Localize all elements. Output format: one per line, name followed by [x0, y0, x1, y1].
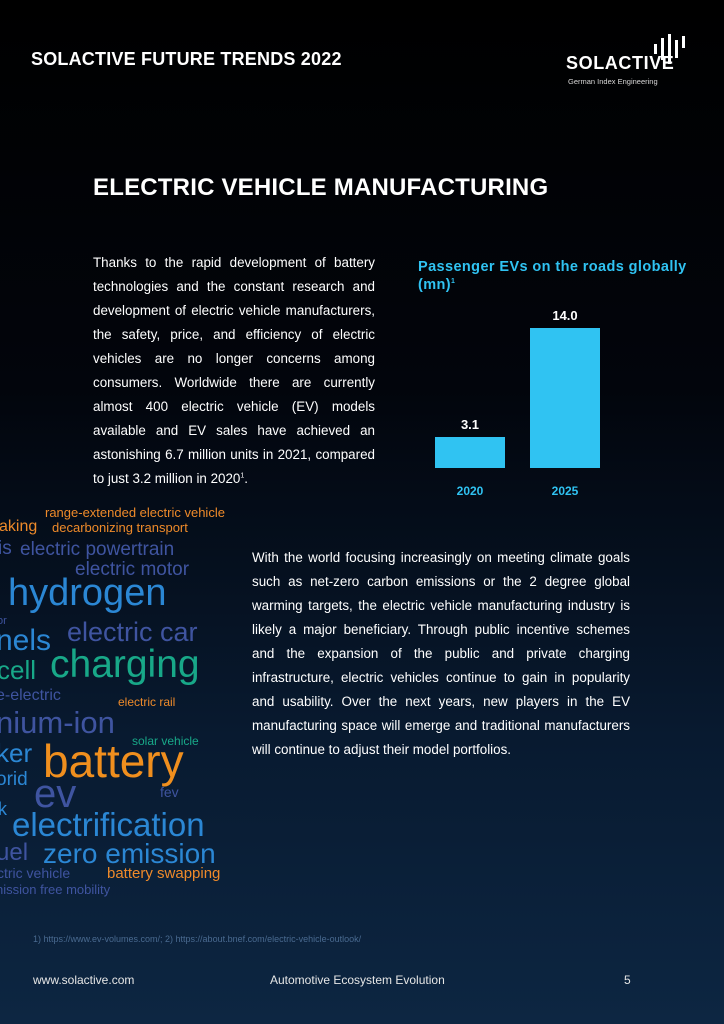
- word-cloud-term: nels: [0, 624, 52, 657]
- bar-2020: [435, 437, 505, 468]
- page-number: 5: [624, 973, 631, 987]
- word-cloud-term: battery swapping: [107, 865, 221, 882]
- word-cloud-term: zero emission: [43, 838, 216, 869]
- outlook-paragraph: With the world focusing increasingly on …: [252, 550, 630, 757]
- word-cloud-term: battery: [43, 735, 184, 787]
- word-cloud-term: range-extended electric vehicle: [45, 505, 225, 520]
- word-cloud-term: charging: [50, 643, 200, 686]
- bar-2025: [530, 328, 600, 468]
- chart-title-footnote-ref: 1: [451, 278, 456, 286]
- word-cloud-term: decarbonizing transport: [52, 520, 188, 535]
- solactive-logo: SOLACTIVE: [566, 53, 675, 73]
- word-cloud-term: is: [0, 538, 12, 559]
- bar-value-label: 3.1: [461, 417, 479, 432]
- word-cloud-term: electrification: [12, 806, 205, 843]
- word-cloud-term: orid: [0, 769, 28, 790]
- solactive-logo-icon: [654, 34, 685, 64]
- word-cloud-term: cell: [0, 655, 37, 685]
- footer-section-title: Automotive Ecosystem Evolution: [270, 973, 445, 987]
- word-cloud-term: uel: [0, 839, 29, 866]
- header-title: SOLACTIVE FUTURE TRENDS 2022: [31, 49, 342, 69]
- x-tick-label: 2025: [552, 484, 579, 498]
- word-cloud-term: nission free mobility: [0, 882, 111, 897]
- footnote-sources: 1) https://www.ev-volumes.com/; 2) https…: [33, 934, 362, 944]
- word-cloud-term: fev: [160, 784, 179, 800]
- word-cloud-term: electric rail: [118, 695, 176, 709]
- word-cloud-term: hydrogen: [8, 572, 167, 614]
- footer-website: www.solactive.com: [33, 973, 135, 987]
- word-cloud-term: ev: [34, 772, 77, 816]
- page-title: ELECTRIC VEHICLE MANUFACTURING: [93, 174, 549, 201]
- footnote-ref: 1: [240, 472, 245, 480]
- word-cloud-term: or: [0, 615, 7, 627]
- intro-paragraph-end: .: [244, 471, 249, 486]
- word-cloud-term: nium-ion: [0, 705, 115, 740]
- word-cloud-term: solar vehicle: [132, 734, 199, 748]
- word-cloud-term: electric motor: [75, 559, 190, 580]
- bar-value-label: 14.0: [552, 308, 577, 323]
- word-cloud-term: electric powertrain: [20, 539, 175, 560]
- chart-title: Passenger EVs on the roads globally (mn)…: [418, 258, 724, 294]
- word-cloud-term: electric car: [67, 617, 198, 647]
- intro-paragraph-text: Thanks to the rapid development of batte…: [93, 255, 375, 486]
- word-cloud-term: ker: [0, 738, 33, 768]
- word-cloud-term: ctric vehicle: [0, 865, 71, 881]
- word-cloud-term: k: [0, 799, 7, 819]
- word-cloud-term: aking: [0, 518, 38, 535]
- intro-paragraph: Thanks to the rapid development of batte…: [93, 251, 375, 491]
- chart-title-text: Passenger EVs on the roads globally (mn): [418, 259, 687, 293]
- word-cloud-term: e-electric: [0, 687, 61, 704]
- logo-subtitle: German Index Engineering: [568, 77, 658, 86]
- x-tick-label: 2020: [457, 484, 484, 498]
- ev-bar-chart: 3.1 2020 14.0 2025: [435, 308, 600, 498]
